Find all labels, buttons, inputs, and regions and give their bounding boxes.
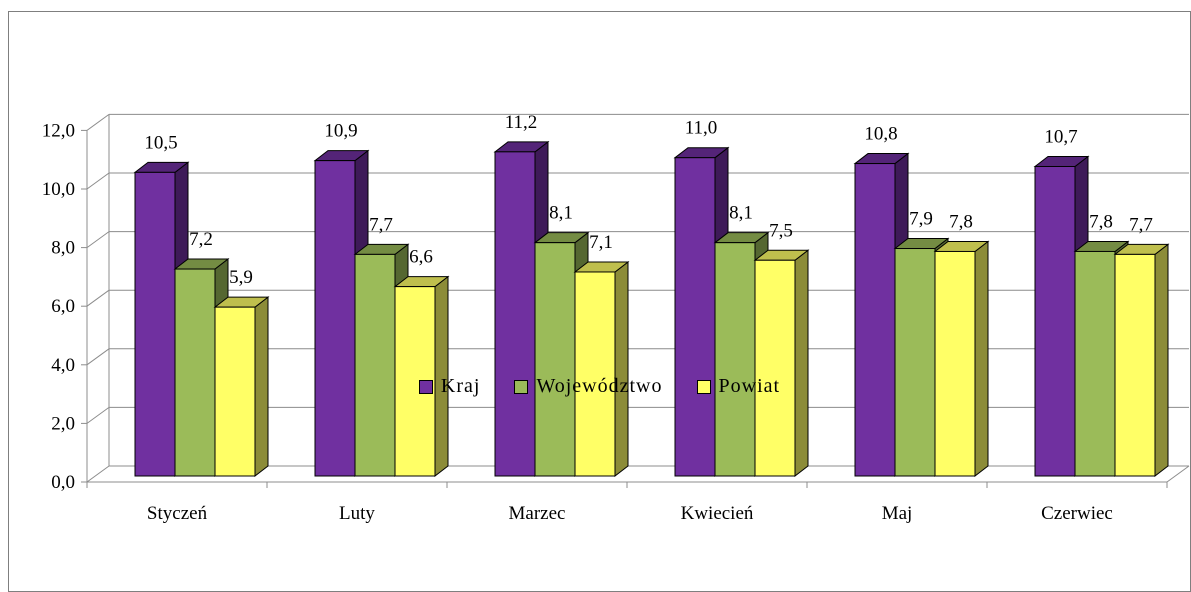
bar-side	[614, 260, 629, 478]
depth-gridline	[86, 406, 110, 424]
bar	[894, 248, 936, 477]
y-tick-label: 0,0	[51, 472, 75, 493]
bar	[934, 250, 976, 477]
legend-label: Kraj	[440, 375, 481, 397]
bar	[354, 253, 396, 477]
chart-legend: Kraj Województwo Powiat	[9, 375, 1190, 398]
depth-gridline	[86, 289, 110, 307]
data-label: 5,9	[229, 267, 253, 288]
legend-swatch	[696, 379, 711, 394]
bar-side	[974, 240, 989, 478]
legend-swatch	[514, 379, 529, 394]
legend-item: Powiat	[696, 375, 781, 398]
depth-gridline	[86, 465, 110, 483]
x-tick-label: Luty	[339, 503, 375, 524]
data-label: 7,2	[189, 229, 213, 250]
depth-gridline	[86, 172, 110, 190]
bar	[214, 306, 256, 477]
bar-side	[794, 249, 809, 478]
y-tick-label: 2,0	[51, 413, 75, 434]
bar	[574, 271, 616, 477]
bar	[754, 259, 796, 477]
y-tick-label: 6,0	[51, 296, 75, 317]
y-tick-label: 12,0	[42, 120, 75, 141]
x-tick-label: Kwiecień	[681, 503, 754, 524]
bar	[534, 242, 576, 477]
data-label: 7,7	[369, 214, 393, 235]
data-label: 7,8	[1089, 211, 1113, 232]
bar	[494, 151, 536, 477]
y-tick-label: 10,0	[42, 179, 75, 200]
legend-swatch	[418, 379, 433, 394]
depth-gridline	[86, 113, 110, 131]
bar	[174, 268, 216, 477]
data-label: 8,1	[729, 203, 753, 224]
bar	[714, 242, 756, 477]
legend-label: Województwo	[536, 375, 663, 397]
chart-frame: 0,0 2,0 4,0 6,0 8,0 10,0 12,0 Styczeń Luty Marzec…	[8, 11, 1191, 592]
data-label: 10,8	[864, 124, 897, 145]
data-label: 10,5	[144, 132, 177, 153]
legend-item: Województwo	[514, 375, 662, 398]
data-label: 10,7	[1044, 126, 1077, 147]
data-label: 7,1	[589, 232, 613, 253]
x-tick-label: Maj	[882, 503, 913, 524]
bar	[674, 157, 716, 477]
bar	[1114, 253, 1156, 477]
bar	[1034, 165, 1076, 477]
data-label: 11,0	[685, 118, 718, 139]
y-tick-label: 4,0	[51, 355, 75, 376]
bar	[134, 171, 176, 477]
x-tick-label: Marzec	[509, 503, 566, 524]
floor-edge	[1166, 465, 1190, 483]
data-label: 10,9	[324, 121, 357, 142]
data-label: 7,7	[1129, 214, 1153, 235]
bar	[314, 160, 356, 477]
chart-plot: 0,0 2,0 4,0 6,0 8,0 10,0 12,0 Styczeń Luty Marzec…	[42, 112, 1190, 524]
bar	[1074, 250, 1116, 477]
x-tick-label: Styczeń	[147, 503, 208, 524]
data-label: 7,9	[909, 209, 933, 230]
depth-gridline	[86, 348, 110, 366]
bar	[854, 163, 896, 477]
bar-side	[1154, 243, 1169, 478]
data-label: 7,8	[949, 211, 973, 232]
y-tick-label: 8,0	[51, 238, 75, 259]
depth-gridline	[86, 231, 110, 249]
legend-item: Kraj	[418, 375, 481, 398]
data-label: 11,2	[505, 112, 538, 133]
data-label: 8,1	[549, 203, 573, 224]
x-tick-label: Czerwiec	[1041, 503, 1113, 524]
data-label: 7,5	[769, 220, 793, 241]
legend-label: Powiat	[718, 375, 781, 397]
data-label: 6,6	[409, 247, 433, 268]
